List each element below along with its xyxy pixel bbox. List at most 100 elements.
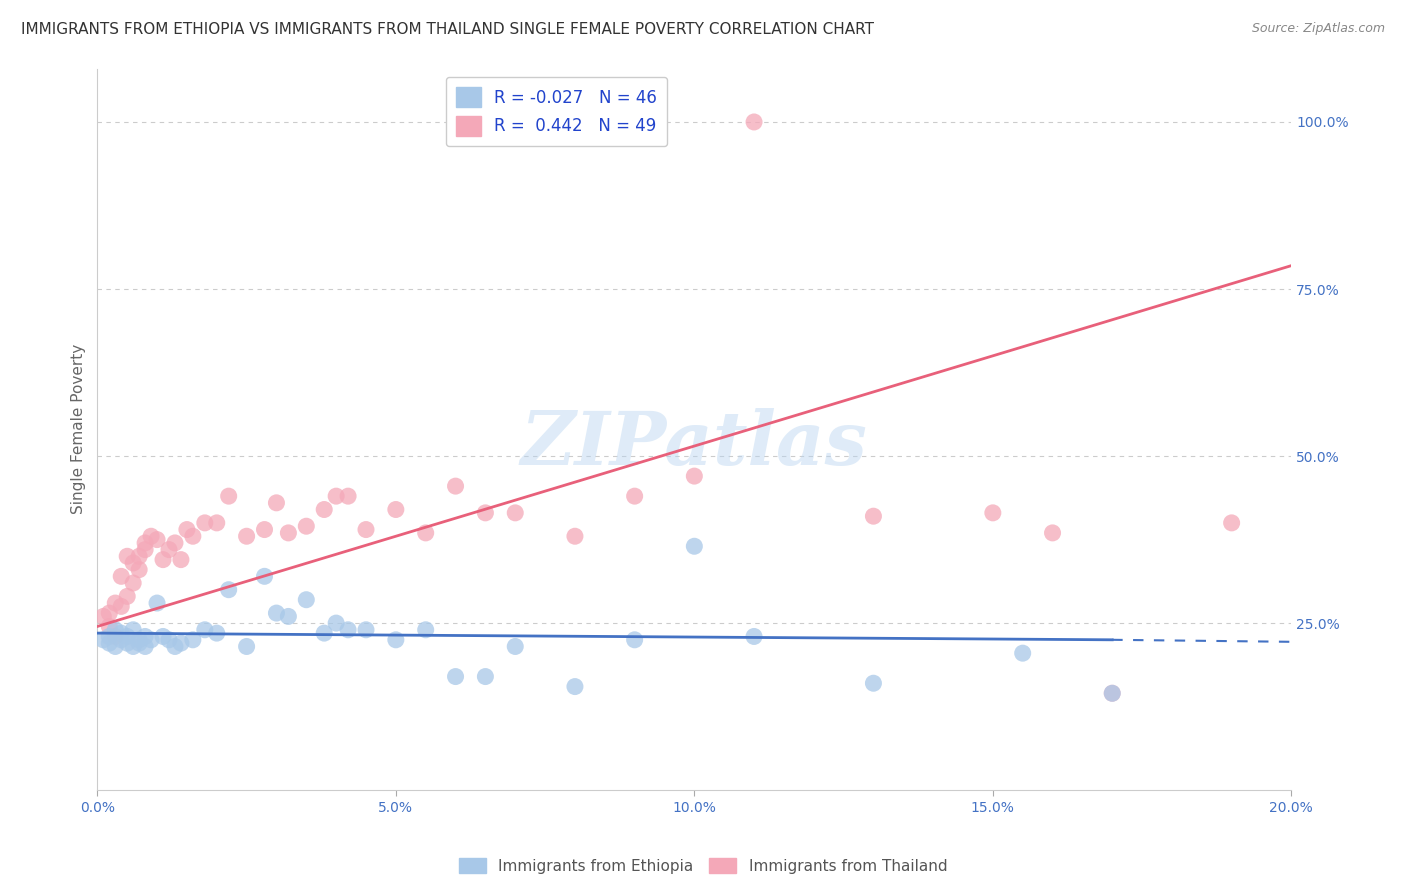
Point [181,529,204,543]
Point [1101,686,1123,700]
Point [122,556,145,570]
Point [415,525,437,540]
Point [104,596,127,610]
Point [194,516,217,530]
Point [146,533,169,547]
Point [170,636,193,650]
Point [314,502,336,516]
Point [110,626,132,640]
Point [104,630,127,644]
Point [163,640,186,654]
Point [98,619,121,633]
Point [474,506,496,520]
Point [122,640,145,654]
Text: Source: ZipAtlas.com: Source: ZipAtlas.com [1251,22,1385,36]
Point [385,632,408,647]
Point [337,623,360,637]
Point [503,640,526,654]
Point [981,506,1004,520]
Point [325,616,347,631]
Point [104,640,127,654]
Point [235,640,257,654]
Point [444,669,467,683]
Point [295,519,318,533]
Point [115,630,138,644]
Text: ZIPatlas: ZIPatlas [520,408,868,480]
Point [157,542,180,557]
Point [235,529,257,543]
Point [115,590,138,604]
Point [110,599,132,614]
Point [385,502,408,516]
Point [134,640,156,654]
Point [134,630,156,644]
Point [742,630,765,644]
Point [742,115,765,129]
Point [134,542,156,557]
Point [354,523,377,537]
Point [1011,646,1033,660]
Point [115,549,138,564]
Point [683,539,706,553]
Point [128,549,150,564]
Point [146,596,169,610]
Point [253,569,276,583]
Point [218,582,240,597]
Point [139,632,162,647]
Point [115,636,138,650]
Point [181,632,204,647]
Point [503,506,526,520]
Point [122,576,145,591]
Point [110,569,132,583]
Point [157,632,180,647]
Legend: R = -0.027   N = 46, R =  0.442   N = 49: R = -0.027 N = 46, R = 0.442 N = 49 [446,77,668,146]
Point [139,529,162,543]
Point [623,489,645,503]
Text: IMMIGRANTS FROM ETHIOPIA VS IMMIGRANTS FROM THAILAND SINGLE FEMALE POVERTY CORRE: IMMIGRANTS FROM ETHIOPIA VS IMMIGRANTS F… [21,22,875,37]
Point [354,623,377,637]
Point [152,552,174,566]
Point [683,469,706,483]
Y-axis label: Single Female Poverty: Single Female Poverty [72,344,86,515]
Point [98,636,121,650]
Point [104,623,127,637]
Point [474,669,496,683]
Point [170,552,193,566]
Point [128,632,150,647]
Point [218,489,240,503]
Point [176,523,198,537]
Point [862,676,884,690]
Point [325,489,347,503]
Point [1101,686,1123,700]
Point [277,525,299,540]
Point [444,479,467,493]
Point [1042,525,1064,540]
Point [564,680,586,694]
Point [266,606,288,620]
Point [122,623,145,637]
Point [623,632,645,647]
Point [277,609,299,624]
Point [205,626,228,640]
Point [134,536,156,550]
Point [91,632,114,647]
Point [253,523,276,537]
Point [1220,516,1243,530]
Point [110,632,132,647]
Point [862,509,884,524]
Point [152,630,174,644]
Point [163,536,186,550]
Point [415,623,437,637]
Point [128,563,150,577]
Point [314,626,336,640]
Point [98,606,121,620]
Point [205,516,228,530]
Point [98,630,121,644]
Point [91,609,114,624]
Point [295,592,318,607]
Point [564,529,586,543]
Point [337,489,360,503]
Point [266,496,288,510]
Legend: Immigrants from Ethiopia, Immigrants from Thailand: Immigrants from Ethiopia, Immigrants fro… [453,852,953,880]
Point [128,636,150,650]
